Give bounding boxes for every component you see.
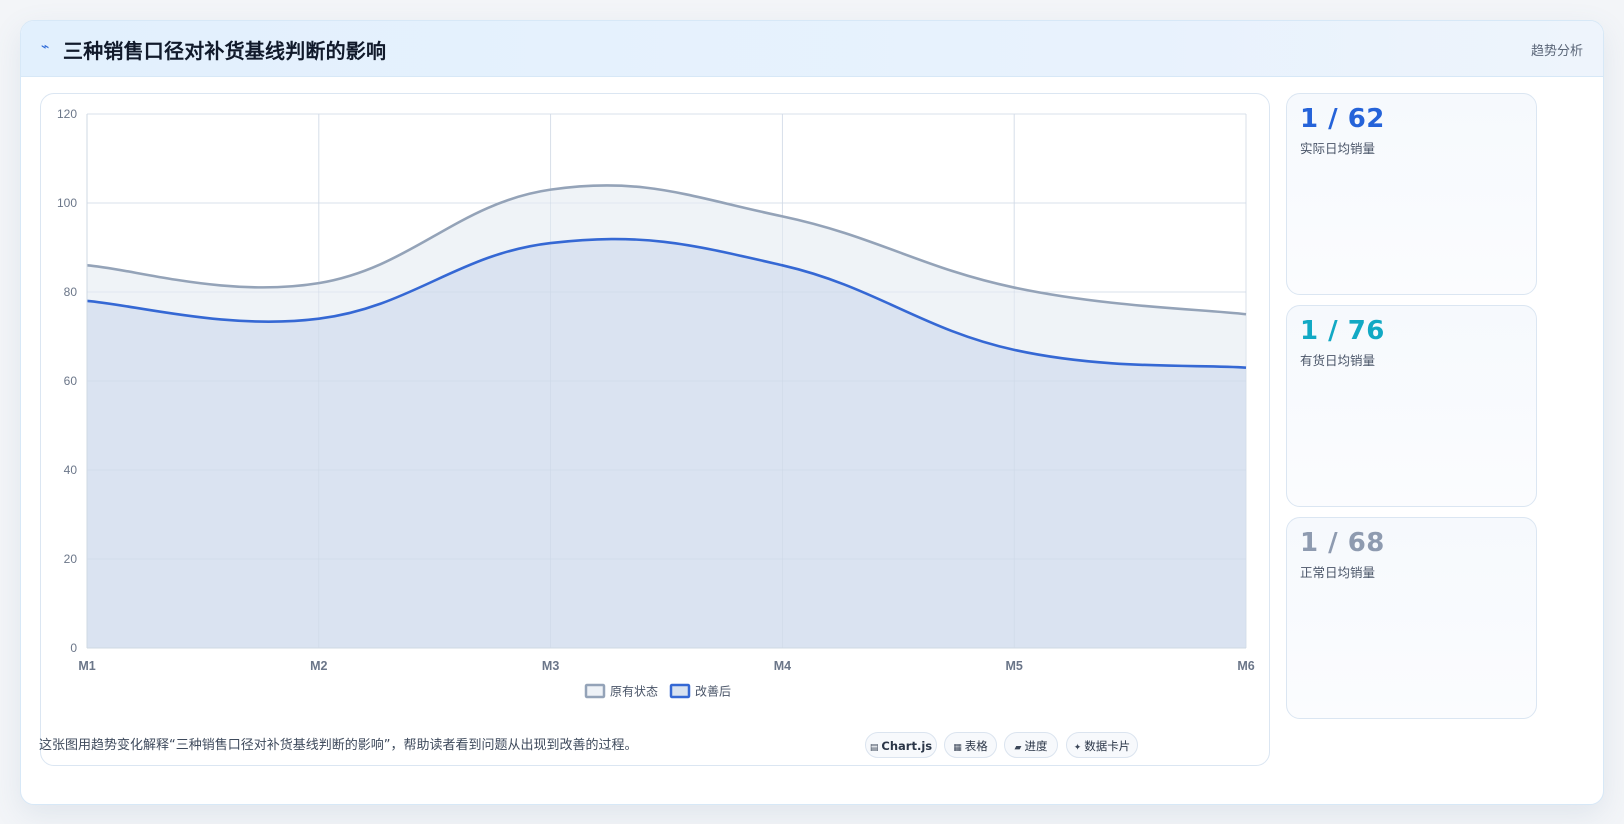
stat-value: 1 / 76 — [1300, 316, 1385, 346]
x-tick-label: M4 — [774, 659, 791, 673]
chart-icon: ▤ — [869, 743, 879, 753]
y-tick-label: 0 — [70, 641, 77, 655]
stat-card-normal: 1 / 68 正常日均销量 — [1286, 517, 1537, 719]
table-icon: ▦ — [953, 743, 962, 753]
legend-label: 原有状态 — [610, 685, 658, 699]
bolt-icon: ⌁ — [41, 39, 50, 55]
chip-label: Chart.js — [881, 739, 933, 753]
stat-label: 正常日均销量 — [1300, 565, 1376, 580]
trend-analysis-tag: 趋势分析 — [1530, 44, 1583, 59]
y-tick-label: 60 — [64, 374, 78, 388]
series-line-0 — [86, 184, 1247, 316]
legend-label: 改善后 — [695, 684, 731, 699]
chip-label: 进度 — [1024, 739, 1048, 753]
stat-card-in-stock: 1 / 76 有货日均销量 — [1286, 305, 1537, 507]
x-tick-label: M1 — [78, 659, 95, 673]
y-tick-label: 100 — [57, 196, 77, 210]
legend-swatch — [669, 683, 691, 699]
card-header: ⌁ 三种销售口径对补货基线判断的影响 趋势分析 — [21, 21, 1603, 77]
chart-panel: 0 20 40 60 80 100 120 M1 M2 M3 M4 M5 M6 原有状态 改善后 — [40, 93, 1270, 766]
x-tick-label: M3 — [542, 659, 559, 673]
series-area-1 — [87, 239, 1246, 648]
stat-value: 1 / 68 — [1300, 528, 1385, 558]
x-tick-label: M6 — [1237, 659, 1254, 673]
chip-table[interactable]: ▦ 表格 — [944, 732, 997, 758]
chip-chartjs[interactable]: ▤ Chart.js — [865, 732, 937, 758]
progress-icon: ▰ — [1014, 743, 1022, 753]
stat-value: 1 / 62 — [1300, 104, 1385, 134]
sparkle-icon: ✦ — [1073, 743, 1082, 753]
y-tick-label: 40 — [64, 463, 78, 477]
y-tick-label: 20 — [64, 552, 78, 566]
stat-label: 实际日均销量 — [1300, 141, 1376, 156]
y-tick-label: 120 — [57, 107, 77, 121]
chip-label: 表格 — [964, 739, 988, 753]
chip-data-card[interactable]: ✦ 数据卡片 — [1066, 732, 1138, 758]
stat-label: 有货日均销量 — [1300, 353, 1376, 368]
chip-progress[interactable]: ▰ 进度 — [1004, 732, 1058, 758]
stat-card-actual: 1 / 62 实际日均销量 — [1286, 93, 1537, 295]
x-tick-label: M2 — [310, 659, 327, 673]
area-chart: 0 20 40 60 80 100 120 M1 M2 M3 M4 M5 M6 原有状态 改善后 — [57, 107, 1255, 699]
y-tick-label: 80 — [64, 285, 78, 299]
chart-card: ⌁ 三种销售口径对补货基线判断的影响 趋势分析 0 20 40 60 80 100 120 M… — [20, 20, 1604, 805]
x-tick-label: M5 — [1006, 659, 1023, 673]
chart-caption: 这张图用趋势变化解释“三种销售口径对补货基线判断的影响”，帮助读者看到问题从出现… — [39, 738, 638, 753]
legend-swatch — [584, 683, 606, 699]
page-title: 三种销售口径对补货基线判断的影响 — [63, 39, 387, 63]
series-line-1 — [86, 237, 1247, 369]
chip-label: 数据卡片 — [1084, 739, 1131, 753]
